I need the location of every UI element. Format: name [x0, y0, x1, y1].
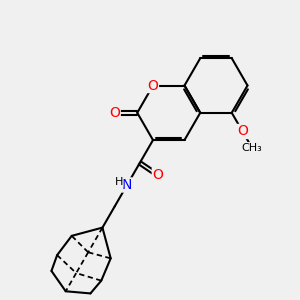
Text: CH₃: CH₃ [242, 142, 262, 153]
Text: O: O [237, 124, 248, 139]
Text: O: O [109, 106, 120, 120]
Text: N: N [122, 178, 132, 192]
Text: H: H [115, 177, 123, 187]
Text: O: O [148, 79, 158, 92]
Text: O: O [152, 168, 163, 182]
